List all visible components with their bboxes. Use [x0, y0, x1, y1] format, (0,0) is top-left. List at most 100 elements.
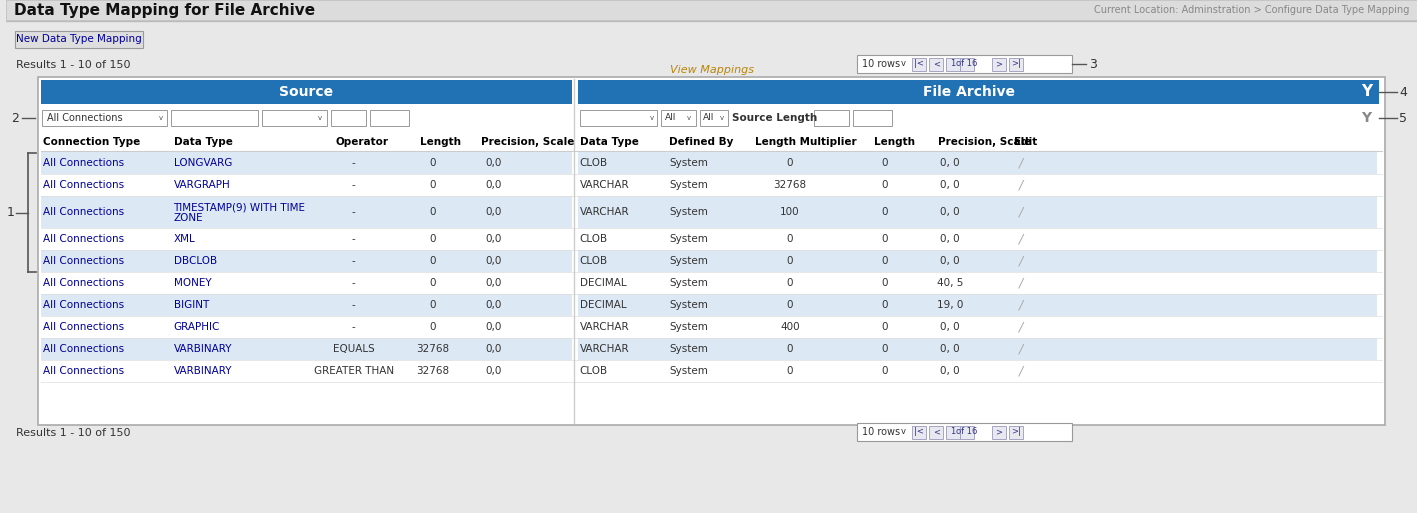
FancyBboxPatch shape: [947, 58, 961, 71]
FancyBboxPatch shape: [41, 196, 572, 228]
Text: 0: 0: [429, 300, 435, 310]
Text: 0: 0: [429, 256, 435, 266]
FancyBboxPatch shape: [170, 110, 258, 126]
FancyBboxPatch shape: [16, 31, 143, 48]
Text: 0,0: 0,0: [485, 300, 502, 310]
FancyBboxPatch shape: [1009, 426, 1023, 439]
FancyBboxPatch shape: [578, 196, 1377, 228]
Text: TIMESTAMP(9) WITH TIME: TIMESTAMP(9) WITH TIME: [173, 202, 306, 212]
Text: All Connections: All Connections: [43, 234, 125, 244]
FancyBboxPatch shape: [41, 80, 572, 104]
Text: 0,0: 0,0: [485, 180, 502, 190]
FancyBboxPatch shape: [813, 110, 849, 126]
Text: 0,0: 0,0: [485, 158, 502, 168]
Text: <: <: [932, 427, 939, 437]
FancyBboxPatch shape: [330, 110, 366, 126]
Text: All Connections: All Connections: [43, 344, 125, 354]
Text: >: >: [995, 60, 1002, 69]
FancyBboxPatch shape: [41, 360, 572, 382]
Text: 0: 0: [429, 207, 435, 217]
Text: 100: 100: [779, 207, 799, 217]
FancyBboxPatch shape: [578, 228, 1377, 250]
Text: All Connections: All Connections: [43, 300, 125, 310]
Text: All Connections: All Connections: [47, 113, 123, 123]
Text: VARBINARY: VARBINARY: [173, 344, 232, 354]
FancyBboxPatch shape: [41, 174, 572, 196]
Text: of 16: of 16: [956, 427, 978, 437]
FancyBboxPatch shape: [961, 426, 973, 439]
Text: View Mappings: View Mappings: [670, 65, 754, 75]
FancyBboxPatch shape: [43, 110, 167, 126]
Text: 32768: 32768: [415, 366, 449, 376]
Text: Defined By: Defined By: [669, 137, 734, 147]
Text: System: System: [669, 158, 708, 168]
Text: VARCHAR: VARCHAR: [580, 180, 629, 190]
Text: -: -: [351, 278, 356, 288]
Text: Results 1 - 10 of 150: Results 1 - 10 of 150: [16, 60, 130, 70]
FancyBboxPatch shape: [6, 0, 1417, 20]
FancyBboxPatch shape: [930, 58, 944, 71]
FancyBboxPatch shape: [262, 110, 327, 126]
Text: v: v: [720, 115, 724, 121]
Text: VARCHAR: VARCHAR: [580, 207, 629, 217]
FancyBboxPatch shape: [41, 316, 572, 338]
Text: 0: 0: [881, 158, 887, 168]
Text: File Archive: File Archive: [922, 85, 1015, 99]
Text: System: System: [669, 207, 708, 217]
Text: 0: 0: [429, 180, 435, 190]
Text: CLOB: CLOB: [580, 256, 608, 266]
FancyBboxPatch shape: [370, 110, 410, 126]
Text: /: /: [1019, 321, 1023, 333]
Text: 0,0: 0,0: [485, 207, 502, 217]
Text: 0,0: 0,0: [485, 278, 502, 288]
Text: System: System: [669, 180, 708, 190]
FancyBboxPatch shape: [913, 58, 927, 71]
Text: All: All: [666, 113, 677, 123]
Text: CLOB: CLOB: [580, 234, 608, 244]
Text: 0,0: 0,0: [485, 366, 502, 376]
FancyBboxPatch shape: [580, 110, 657, 126]
Text: 0: 0: [881, 256, 887, 266]
Text: 0: 0: [786, 256, 794, 266]
Text: 10 rows: 10 rows: [863, 59, 901, 69]
Text: 0,0: 0,0: [485, 322, 502, 332]
Text: 0,0: 0,0: [485, 234, 502, 244]
Text: System: System: [669, 300, 708, 310]
Text: All: All: [703, 113, 714, 123]
FancyBboxPatch shape: [41, 338, 572, 360]
Text: Source Length: Source Length: [733, 113, 818, 123]
Text: 0,0: 0,0: [485, 256, 502, 266]
FancyBboxPatch shape: [662, 110, 696, 126]
Text: of 16: of 16: [956, 60, 978, 69]
Text: 0: 0: [786, 300, 794, 310]
Text: 0: 0: [429, 322, 435, 332]
FancyBboxPatch shape: [578, 80, 1379, 104]
Text: 1: 1: [7, 206, 14, 219]
Text: /: /: [1019, 365, 1023, 378]
FancyBboxPatch shape: [700, 110, 728, 126]
Text: 4: 4: [1399, 86, 1407, 98]
Text: System: System: [669, 256, 708, 266]
Text: 0: 0: [881, 278, 887, 288]
Text: 400: 400: [779, 322, 799, 332]
Text: 40, 5: 40, 5: [937, 278, 964, 288]
Text: Data Type: Data Type: [173, 137, 232, 147]
Text: All Connections: All Connections: [43, 207, 125, 217]
Text: CLOB: CLOB: [580, 158, 608, 168]
FancyBboxPatch shape: [961, 58, 973, 71]
Text: 0, 0: 0, 0: [941, 180, 959, 190]
Text: 2: 2: [11, 111, 20, 125]
Text: 0: 0: [786, 234, 794, 244]
Text: 19, 0: 19, 0: [937, 300, 964, 310]
Text: /: /: [1019, 179, 1023, 191]
FancyBboxPatch shape: [578, 294, 1377, 316]
FancyBboxPatch shape: [930, 426, 944, 439]
Text: <: <: [932, 60, 939, 69]
Text: New Data Type Mapping: New Data Type Mapping: [16, 34, 142, 45]
Text: System: System: [669, 366, 708, 376]
Text: 0,0: 0,0: [485, 344, 502, 354]
Text: -: -: [351, 158, 356, 168]
FancyBboxPatch shape: [41, 228, 572, 250]
Text: Edit: Edit: [1013, 137, 1037, 147]
Text: 0, 0: 0, 0: [941, 256, 959, 266]
